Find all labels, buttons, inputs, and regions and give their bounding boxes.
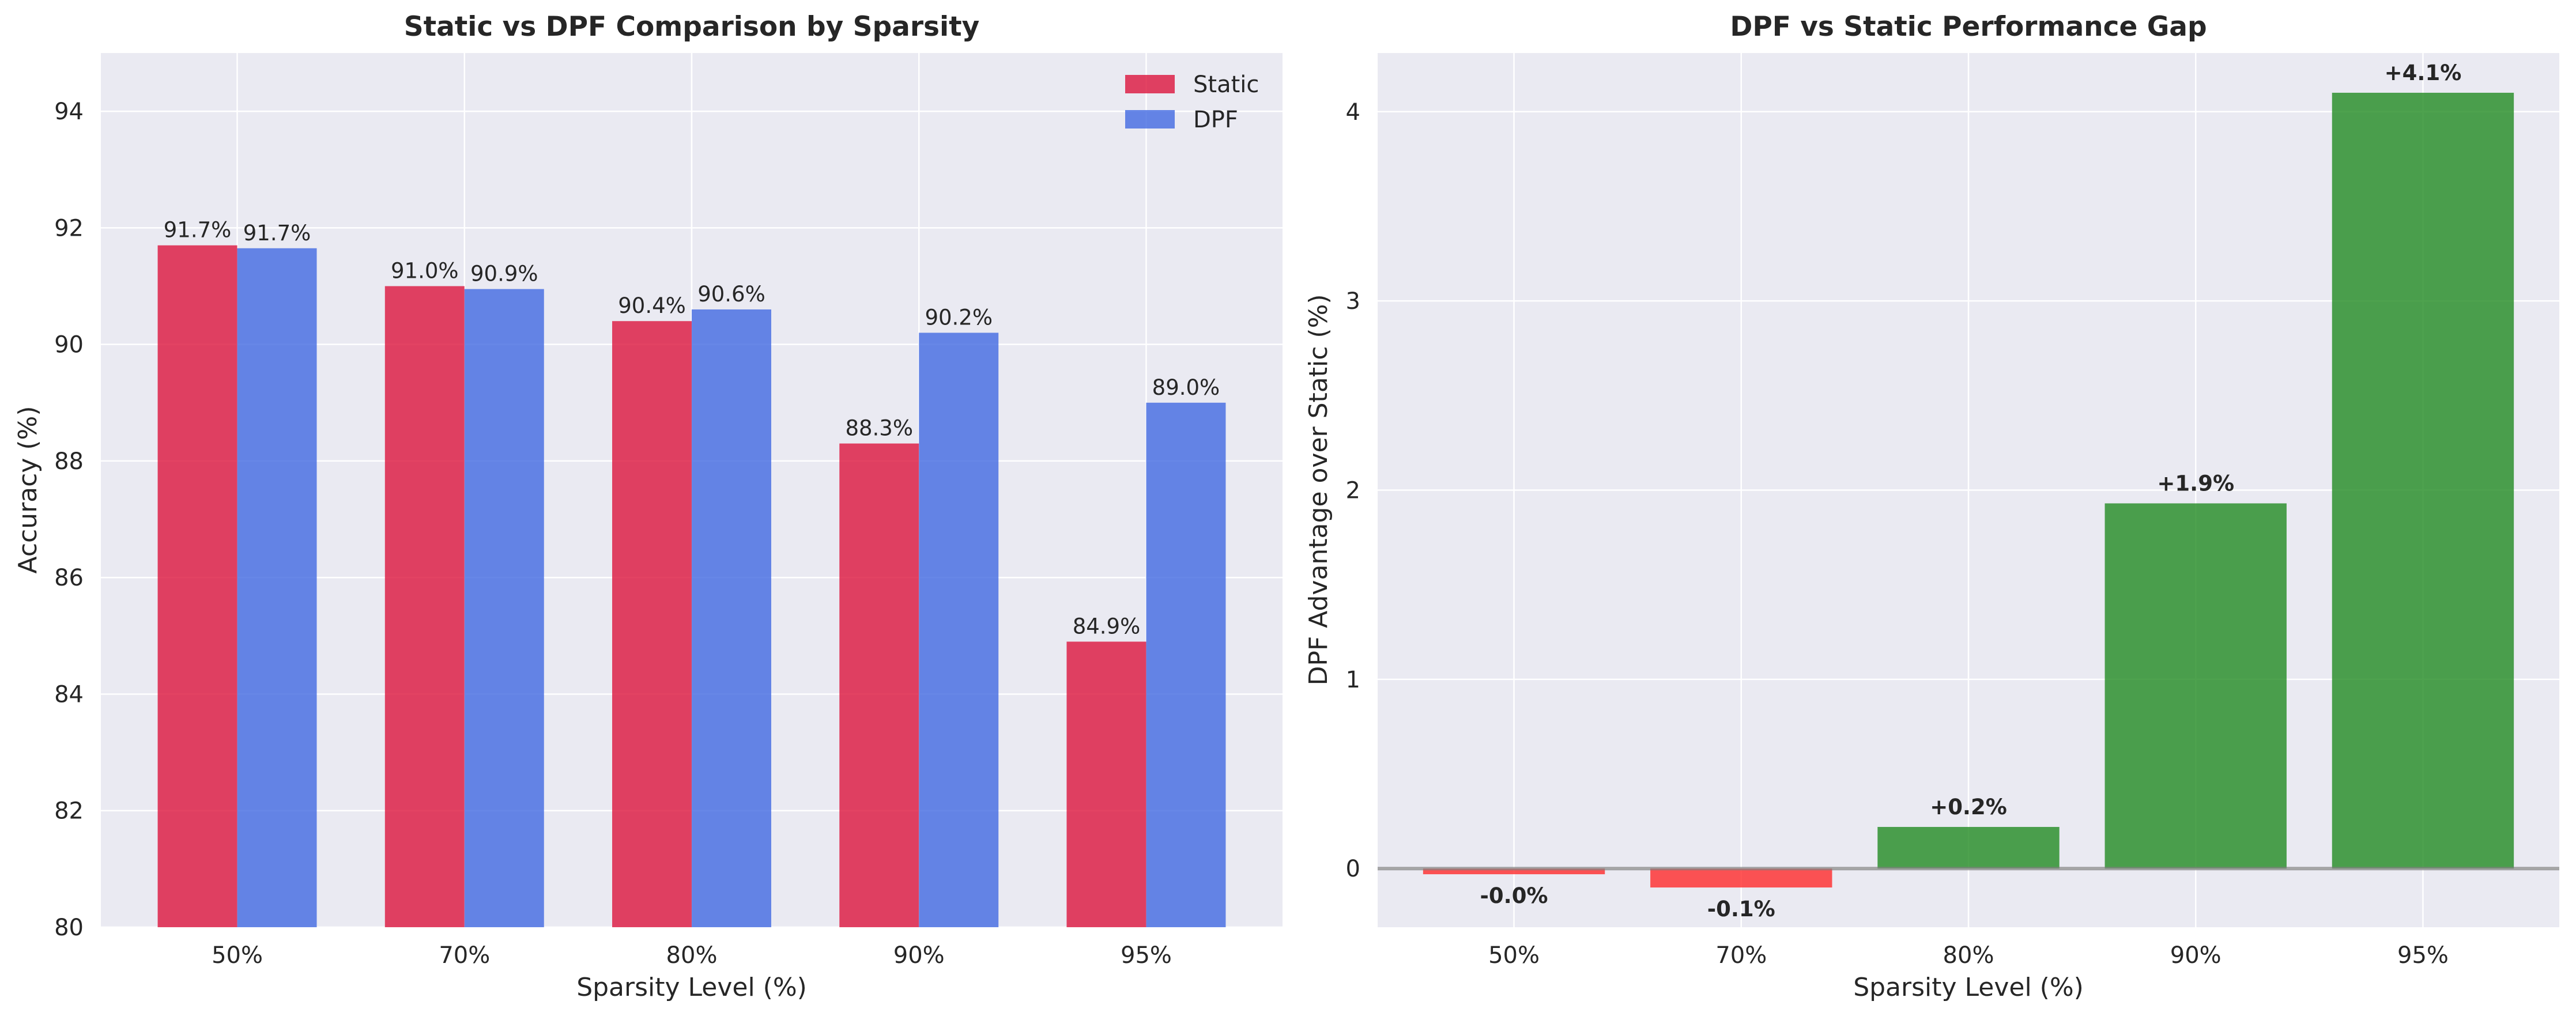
bar-dpf-50 [237, 248, 317, 928]
bar-label-static-70: 91.0% [391, 259, 459, 284]
gap-bar-label-90: +1.9% [2157, 471, 2234, 496]
bar-label-static-80: 90.4% [618, 293, 686, 318]
bar-label-dpf-70: 90.9% [470, 262, 538, 286]
left-x-axis-label: Sparsity Level (%) [576, 973, 807, 1002]
left-y-tick-label: 80 [54, 915, 84, 941]
right-bar-labels: -0.0% -0.1% +0.2% +1.9% +4.1% [1480, 61, 2462, 921]
bar-static-90 [839, 443, 919, 927]
legend: Static DPF [1125, 71, 1259, 133]
gap-bar-50 [1423, 868, 1605, 875]
bar-label-static-50: 91.7% [164, 218, 232, 243]
legend-label-dpf: DPF [1193, 107, 1238, 133]
right-y-tick-label: 0 [1346, 856, 1360, 882]
right-y-tick-label: 4 [1346, 99, 1360, 126]
left-x-tick-label: 80% [666, 942, 718, 969]
left-y-tick-label: 90 [54, 332, 84, 358]
gap-bar-label-95: +4.1% [2385, 61, 2462, 85]
right-x-axis-label: Sparsity Level (%) [1853, 973, 2084, 1002]
left-bar-labels: 91.7% 91.0% 90.4% 88.3% 84.9% 91.7% 90.9% 90.6%… [164, 218, 1220, 639]
gap-bar-70 [1650, 868, 1832, 888]
left-x-tick-label: 50% [212, 942, 263, 969]
right-y-tick-label: 2 [1346, 478, 1360, 504]
left-y-tick-label: 88 [54, 448, 84, 475]
bar-label-static-95: 84.9% [1073, 614, 1141, 639]
gap-bar-label-50: -0.0% [1480, 883, 1548, 908]
bar-dpf-80 [692, 309, 771, 927]
right-bars [1423, 92, 2514, 888]
right-x-ticks: 50% 70% 80% 90% 95% [1488, 942, 2449, 969]
bar-dpf-90 [919, 333, 999, 928]
left-y-ticks: 80 82 84 86 88 90 92 94 [54, 99, 84, 941]
right-x-tick-label: 90% [2170, 942, 2222, 969]
left-y-tick-label: 82 [54, 798, 84, 825]
bar-label-dpf-80: 90.6% [697, 282, 765, 307]
gap-bar-label-70: -0.1% [1707, 897, 1775, 921]
right-y-tick-label: 3 [1346, 288, 1360, 315]
left-y-tick-label: 92 [54, 215, 84, 241]
bar-dpf-70 [464, 289, 544, 928]
gap-bar-90 [2104, 503, 2287, 869]
bar-label-dpf-90: 90.2% [925, 305, 993, 330]
left-y-tick-label: 86 [54, 565, 84, 591]
left-y-axis-label: Accuracy (%) [13, 406, 43, 573]
bar-static-50 [157, 245, 237, 927]
gap-bar-80 [1877, 826, 2060, 869]
bar-dpf-95 [1146, 402, 1226, 927]
right-y-tick-label: 1 [1346, 667, 1360, 693]
gap-bar-95 [2332, 92, 2514, 869]
left-x-tick-label: 90% [893, 942, 945, 969]
left-x-tick-label: 95% [1121, 942, 1172, 969]
bar-static-95 [1066, 641, 1146, 927]
right-chart-title: DPF vs Static Performance Gap [1730, 11, 2207, 43]
bar-static-70 [384, 286, 465, 927]
right-y-ticks: 0 1 2 3 4 [1346, 99, 1360, 882]
left-x-tick-label: 70% [439, 942, 490, 969]
left-x-ticks: 50% 70% 80% 90% 95% [212, 942, 1172, 969]
gap-bar-label-80: +0.2% [1930, 795, 2007, 819]
left-chart-title: Static vs DPF Comparison by Sparsity [404, 11, 979, 43]
right-y-axis-label: DPF Advantage over Static (%) [1304, 294, 1333, 685]
left-y-tick-label: 94 [54, 99, 84, 125]
bar-label-static-90: 88.3% [845, 416, 913, 441]
right-x-tick-label: 95% [2397, 942, 2449, 969]
bar-label-dpf-95: 89.0% [1152, 375, 1220, 400]
right-x-tick-label: 50% [1488, 942, 1540, 969]
bar-static-80 [612, 321, 692, 927]
right-x-tick-label: 80% [1943, 942, 1994, 969]
legend-swatch-static [1125, 75, 1175, 93]
left-y-tick-label: 84 [54, 681, 84, 708]
left-bars [157, 245, 1226, 928]
legend-swatch-dpf [1125, 110, 1175, 129]
bar-label-dpf-50: 91.7% [243, 221, 311, 245]
performance-gap-chart: 0 1 2 3 4 50% 70% 80% 90% 95% -0.0% -0.1% +0.2% +1.… [1304, 11, 2559, 1002]
legend-label-static: Static [1193, 71, 1259, 98]
right-x-tick-label: 70% [1715, 942, 1767, 969]
